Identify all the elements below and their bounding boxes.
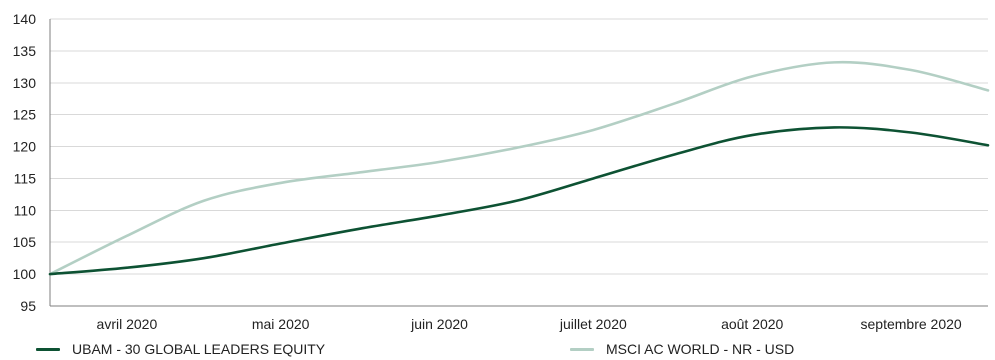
- series-line-ubam: [48, 126, 990, 276]
- legend-label-msci: MSCI AC WORLD - NR - USD: [606, 341, 795, 357]
- series-line-msci: [48, 60, 990, 276]
- y-tick-label: 105: [13, 234, 37, 250]
- x-tick-label: septembre 2020: [861, 316, 962, 332]
- y-axis-tick-labels: 95 100 105 110 115 120 125 130 135 140: [13, 11, 37, 314]
- x-axis-tick-labels: avril 2020 mai 2020 juin 2020 juillet 2020 a…: [97, 316, 962, 332]
- legend: UBAM - 30 GLOBAL LEADERS EQUITY MSCI AC …: [0, 338, 995, 360]
- x-tick-label: août 2020: [721, 316, 783, 332]
- legend-swatch-msci: [570, 347, 594, 351]
- y-tick-label: 110: [14, 202, 37, 218]
- y-tick-label: 140: [13, 11, 37, 27]
- line-chart: 95 100 105 110 115 120 125 130 135 140 avril 2020…: [13, 11, 990, 332]
- x-tick-label: avril 2020: [97, 316, 158, 332]
- y-tick-label: 95: [20, 298, 36, 314]
- y-tick-label: 115: [14, 170, 37, 186]
- legend-item-ubam: UBAM - 30 GLOBAL LEADERS EQUITY: [36, 341, 325, 357]
- y-tick-label: 100: [13, 266, 37, 282]
- legend-swatch-ubam: [36, 347, 60, 351]
- x-tick-label: juin 2020: [410, 316, 468, 332]
- y-tick-label: 120: [13, 139, 37, 155]
- legend-item-msci: MSCI AC WORLD - NR - USD: [570, 341, 794, 357]
- y-tick-label: 130: [13, 75, 37, 91]
- y-tick-label: 135: [13, 43, 37, 59]
- series-lines: [48, 60, 990, 276]
- x-tick-label: mai 2020: [252, 316, 310, 332]
- x-tick-label: juillet 2020: [559, 316, 627, 332]
- y-tick-label: 125: [13, 107, 37, 123]
- legend-label-ubam: UBAM - 30 GLOBAL LEADERS EQUITY: [72, 341, 326, 357]
